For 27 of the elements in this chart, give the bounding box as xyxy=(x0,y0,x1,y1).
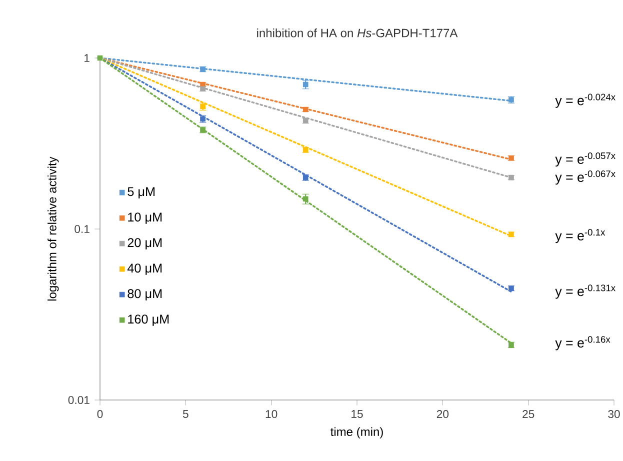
annotation: y = e$^{-0.067x}$ xyxy=(555,170,616,185)
x-tick-label: 0 xyxy=(97,410,103,418)
x-tick-label: 30 xyxy=(608,410,620,418)
legend-label: 20 μM xyxy=(128,238,162,250)
x-tick-label: 5 xyxy=(182,410,188,418)
x-tick-label: 25 xyxy=(522,410,534,418)
annotation: y = e$^{-0.131x}$ xyxy=(555,284,616,299)
legend-label: 40 μM xyxy=(127,264,162,275)
legend-label: 10 μM xyxy=(128,212,162,224)
y-tick-label: 1 xyxy=(84,54,90,62)
y-axis-title: logarithm of relative activity xyxy=(48,156,59,301)
point xyxy=(302,82,308,88)
x-tick-label: 10 xyxy=(266,410,278,418)
x-tick-label: 15 xyxy=(352,410,363,418)
y-tick-label: 0.01 xyxy=(68,396,90,404)
x-axis-title: time (min) xyxy=(330,427,383,438)
y-tick-label: 0.1 xyxy=(74,225,90,234)
annotation: y = e$^{-0.16x}$ xyxy=(555,336,610,350)
point xyxy=(302,196,308,202)
legend-label: 5 μM xyxy=(128,187,155,198)
legend-label: 80 μM xyxy=(128,289,162,300)
annotation: y = e$^{-0.057x}$ xyxy=(555,152,616,167)
legend-label: 160 μM xyxy=(128,314,169,326)
chart-title: inhibition of HA on Hs-GAPDH-T177A xyxy=(257,28,458,38)
x-tick-label: 20 xyxy=(436,410,449,418)
annotation: y = e$^{-0.1x}$ xyxy=(555,228,606,244)
annotation: y = e$^{-0.024x}$ xyxy=(555,94,616,108)
